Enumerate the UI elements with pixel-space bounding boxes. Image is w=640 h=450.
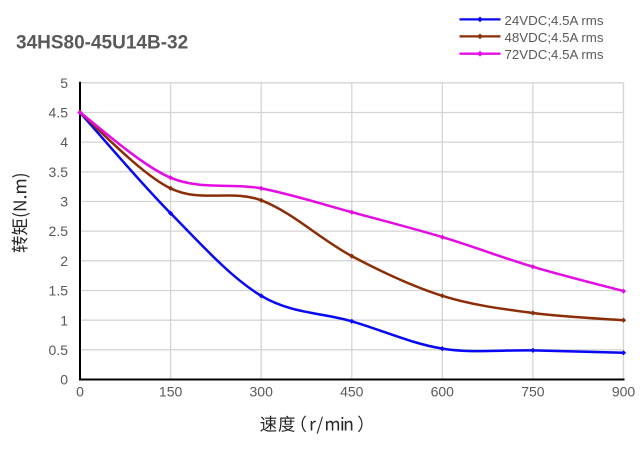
- svg-text:150: 150: [159, 384, 183, 400]
- svg-text:2.5: 2.5: [49, 223, 69, 239]
- svg-text:4: 4: [60, 134, 68, 150]
- svg-text:2: 2: [60, 253, 68, 269]
- svg-text:450: 450: [340, 384, 364, 400]
- svg-text:900: 900: [612, 384, 636, 400]
- svg-text:5: 5: [60, 75, 68, 91]
- svg-text:34HS80-45U14B-32: 34HS80-45U14B-32: [16, 33, 188, 54]
- svg-text:72VDC;4.5A rms: 72VDC;4.5A rms: [505, 47, 604, 62]
- svg-text:24VDC;4.5A rms: 24VDC;4.5A rms: [505, 13, 604, 28]
- svg-text:0: 0: [76, 384, 84, 400]
- svg-text:48VDC;4.5A rms: 48VDC;4.5A rms: [505, 30, 604, 45]
- svg-text:300: 300: [250, 384, 274, 400]
- svg-text:0.5: 0.5: [49, 342, 69, 358]
- svg-text:750: 750: [521, 384, 545, 400]
- svg-text:3: 3: [60, 194, 68, 210]
- svg-text:1.5: 1.5: [49, 283, 69, 299]
- svg-text:600: 600: [431, 384, 455, 400]
- svg-text:1: 1: [60, 312, 68, 328]
- svg-text:4.5: 4.5: [49, 105, 69, 121]
- svg-text:0: 0: [60, 372, 68, 388]
- svg-text:3.5: 3.5: [49, 164, 69, 180]
